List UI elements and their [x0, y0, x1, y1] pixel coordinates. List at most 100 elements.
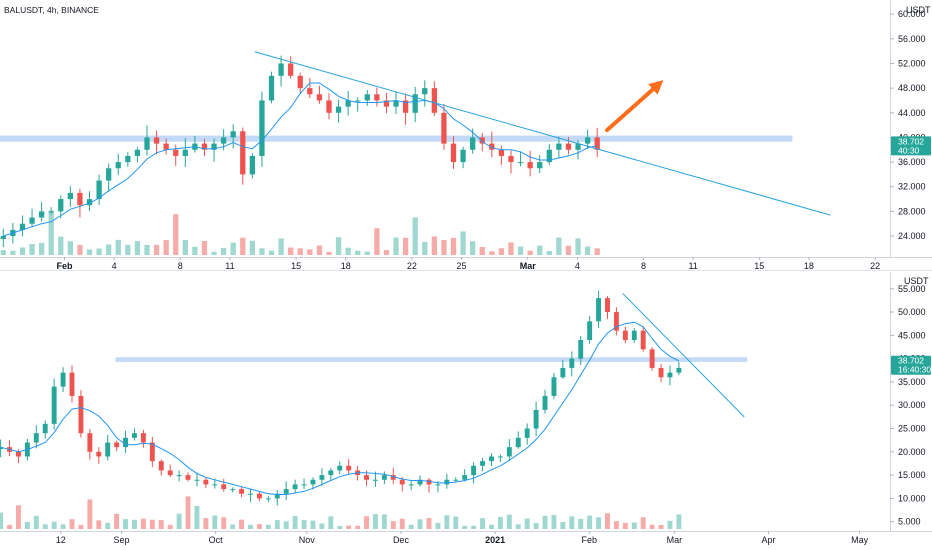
volume-bar: [498, 248, 505, 255]
last-price-tag[interactable]: [891, 136, 931, 156]
candle-body: [489, 143, 495, 150]
volume-bar: [515, 524, 521, 529]
volume-bar: [307, 249, 313, 255]
candle-body: [132, 433, 137, 438]
candle-body: [230, 489, 236, 491]
candle-body: [551, 377, 557, 396]
volume-bar: [587, 515, 593, 529]
candle-body: [106, 168, 112, 181]
candle-body: [667, 372, 673, 378]
candle-body: [335, 106, 342, 113]
candle-body: [220, 137, 227, 144]
candle-body: [51, 386, 57, 424]
volume-bar: [335, 237, 342, 255]
volume-bar: [364, 516, 369, 529]
candle-body: [29, 217, 35, 224]
volume-bar: [60, 524, 66, 529]
bottom-unit-label: USDT: [904, 276, 929, 286]
volume-bar: [613, 521, 619, 529]
volume-bar: [533, 523, 539, 529]
volume-bar: [402, 237, 409, 255]
volume-bar: [390, 521, 396, 529]
volume-bar: [182, 240, 188, 255]
bottom-x-axis[interactable]: 12 Sep Oct Nov Dec 2021 Feb Mar Apr May: [56, 531, 869, 545]
y-tick-label: 50.000: [898, 307, 926, 317]
candle-body: [565, 143, 572, 150]
volume-bar: [471, 525, 477, 529]
trendline[interactable]: [254, 51, 831, 216]
top-x-axis[interactable]: Feb 4 8 11 15 18 22 25 Mar 4 8 11 15 18 22: [57, 257, 881, 271]
candle-countdown: 40:30: [898, 145, 920, 155]
candle-body: [345, 100, 351, 107]
bottom-price-panel[interactable]: 55.00050.00045.00040.00035.00030.00025.0…: [0, 272, 932, 545]
top-price-panel[interactable]: 60.00056.00052.00048.00044.00040.00036.0…: [0, 0, 932, 271]
candle-body: [480, 461, 485, 466]
volume-bar: [667, 520, 673, 529]
support-zone[interactable]: [0, 135, 793, 142]
volume-bar: [67, 241, 73, 255]
volume-bar: [649, 524, 655, 529]
candle-body: [462, 475, 468, 480]
candle-body: [292, 484, 298, 490]
x-tick-label: 4: [112, 261, 117, 271]
y-tick-label: 15.000: [898, 470, 926, 480]
volume-bar: [239, 519, 245, 529]
volume-bar: [345, 247, 351, 255]
arrow-head[interactable]: [648, 80, 664, 95]
candle-body: [622, 330, 628, 341]
candle-body: [185, 475, 191, 480]
volume-bar: [283, 521, 289, 529]
candle-body: [584, 137, 591, 144]
x-tick-label: Apr: [761, 535, 775, 545]
candle-body: [497, 456, 503, 458]
candle-body: [48, 211, 54, 213]
candle-body: [96, 451, 102, 457]
x-tick-label: Feb: [582, 535, 598, 545]
candle-body: [337, 465, 343, 471]
candle-body: [364, 475, 369, 480]
volume-bar: [58, 236, 64, 255]
support-zone[interactable]: [115, 357, 748, 362]
candle-body: [87, 433, 93, 452]
x-tick-label: 12: [56, 535, 66, 545]
volume-bar: [288, 247, 294, 255]
candle-body: [144, 137, 150, 150]
candle-body: [265, 498, 271, 500]
top-candles: [0, 55, 600, 247]
candle-body: [355, 100, 361, 102]
last-price-tag[interactable]: [891, 355, 931, 375]
volume-bar: [265, 524, 271, 529]
volume-bar: [575, 238, 581, 255]
volume-bar: [676, 514, 682, 529]
last-price-value: 38.702: [898, 356, 924, 366]
volume-bar: [19, 247, 26, 255]
volume-bar: [372, 514, 378, 529]
candle-body: [393, 100, 399, 107]
y-tick-label: 45.000: [898, 330, 926, 340]
volume-bar: [444, 515, 450, 529]
candle-body: [194, 479, 200, 481]
arrow-shaft[interactable]: [605, 87, 655, 133]
y-tick-label: 28.000: [898, 206, 926, 216]
candle-body: [16, 451, 21, 457]
candle-body: [613, 312, 619, 331]
volume-bar: [556, 237, 562, 255]
volume-bar: [560, 521, 566, 529]
candle-body: [149, 442, 155, 462]
y-tick-label: 25.000: [898, 424, 926, 434]
volume-bar: [163, 240, 169, 255]
y-tick-label: 36.000: [898, 157, 926, 167]
volume-bar: [201, 241, 208, 255]
candle-body: [173, 149, 179, 156]
volume-bar: [326, 251, 332, 255]
volume-bar: [278, 238, 284, 255]
y-tick-label: 5.000: [898, 517, 921, 527]
candle-body: [134, 149, 141, 156]
candle-body: [268, 75, 275, 101]
x-tick-label: 15: [291, 261, 301, 271]
top-volume-bars: [0, 210, 600, 255]
trendline[interactable]: [622, 293, 745, 418]
volume-bar: [185, 496, 191, 529]
volume-bar: [542, 515, 548, 529]
volume-bar: [16, 505, 21, 529]
